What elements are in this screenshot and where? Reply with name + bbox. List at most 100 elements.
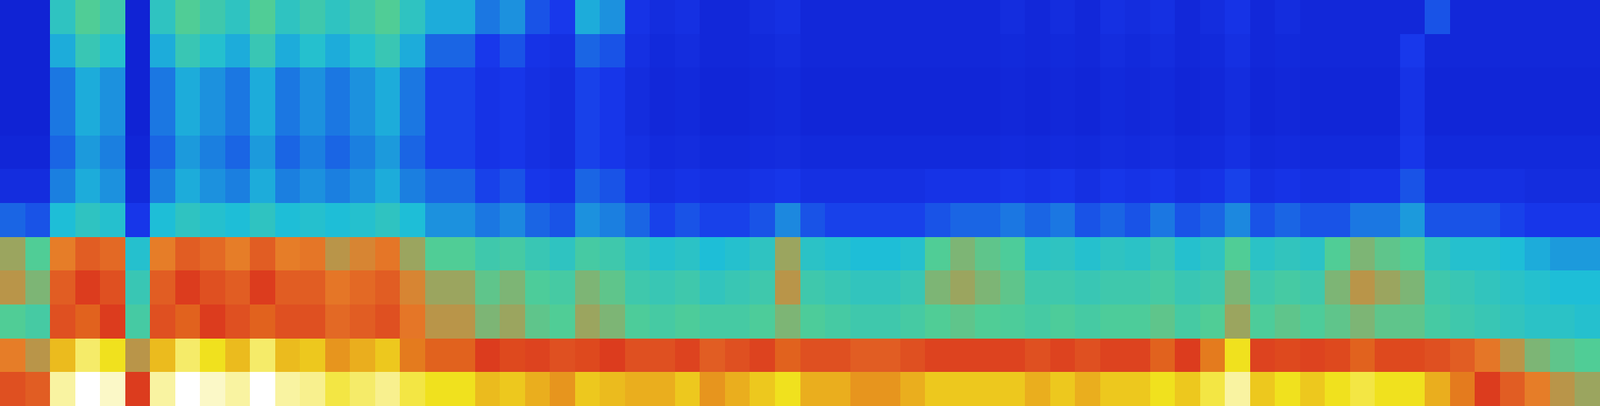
- cell: [1374, 270, 1401, 305]
- cell: [499, 0, 526, 35]
- cell: [75, 270, 101, 305]
- cell: [549, 0, 576, 35]
- cell: [775, 203, 801, 238]
- cell: [1400, 304, 1426, 339]
- cell: [1574, 304, 1600, 339]
- cell: [0, 372, 26, 406]
- cell: [675, 338, 701, 373]
- cell: [225, 34, 251, 69]
- cell: [974, 270, 1001, 305]
- cell: [1500, 270, 1526, 305]
- cell: [1474, 101, 1501, 136]
- cell: [249, 203, 276, 238]
- cell: [49, 135, 76, 170]
- cell: [1350, 203, 1376, 238]
- cell: [1250, 0, 1276, 35]
- cell: [1100, 0, 1126, 35]
- cell: [775, 101, 801, 136]
- cell: [399, 338, 426, 373]
- cell: [299, 372, 326, 406]
- cell: [924, 203, 951, 238]
- cell: [1000, 168, 1026, 204]
- cell: [824, 203, 851, 238]
- cell: [49, 237, 76, 272]
- cell: [25, 237, 51, 272]
- cell: [325, 304, 351, 339]
- cell: [499, 67, 526, 102]
- cell: [1450, 34, 1476, 69]
- cell: [625, 203, 651, 238]
- cell: [1200, 338, 1226, 373]
- cell: [149, 0, 176, 35]
- cell: [225, 135, 251, 170]
- cell: [974, 135, 1001, 170]
- cell: [449, 304, 476, 339]
- cell: [1024, 270, 1051, 305]
- cell: [325, 34, 351, 69]
- cell: [1550, 203, 1576, 238]
- cell: [399, 270, 426, 305]
- cell: [1350, 34, 1376, 69]
- cell: [1224, 0, 1251, 35]
- cell: [1250, 270, 1276, 305]
- cell: [900, 338, 926, 373]
- cell: [649, 270, 676, 305]
- cell: [824, 237, 851, 272]
- cell: [75, 237, 101, 272]
- cell: [575, 0, 601, 35]
- cell: [1424, 270, 1451, 305]
- cell: [475, 338, 501, 373]
- cell: [625, 135, 651, 170]
- cell: [0, 203, 26, 238]
- cell: [1000, 0, 1026, 35]
- cell: [599, 101, 626, 136]
- cell: [675, 270, 701, 305]
- cell: [425, 304, 451, 339]
- cell: [1074, 304, 1101, 339]
- cell: [225, 237, 251, 272]
- cell: [800, 168, 826, 204]
- cell: [199, 34, 226, 69]
- cell: [1100, 372, 1126, 406]
- cell: [1024, 168, 1051, 204]
- cell: [1374, 168, 1401, 204]
- cell: [399, 168, 426, 204]
- cell: [749, 338, 776, 373]
- cell: [1474, 135, 1501, 170]
- cell: [49, 168, 76, 204]
- cell: [1024, 0, 1051, 35]
- cell: [924, 34, 951, 69]
- cell: [625, 34, 651, 69]
- cell: [1424, 0, 1451, 35]
- cell: [99, 168, 126, 204]
- cell: [1450, 67, 1476, 102]
- cell: [125, 101, 151, 136]
- cell: [1374, 67, 1401, 102]
- cell: [399, 372, 426, 406]
- cell: [1100, 101, 1126, 136]
- cell: [75, 304, 101, 339]
- cell: [699, 67, 726, 102]
- cell: [900, 372, 926, 406]
- cell: [549, 304, 576, 339]
- cell: [1424, 304, 1451, 339]
- cell: [950, 203, 976, 238]
- cell: [125, 338, 151, 373]
- cell: [1000, 237, 1026, 272]
- cell: [924, 0, 951, 35]
- cell: [1500, 304, 1526, 339]
- cell: [1474, 270, 1501, 305]
- cell: [575, 168, 601, 204]
- cell: [1250, 101, 1276, 136]
- cell: [1550, 101, 1576, 136]
- cell: [1500, 203, 1526, 238]
- cell: [1350, 135, 1376, 170]
- cell: [924, 372, 951, 406]
- cell: [800, 304, 826, 339]
- cell: [874, 203, 901, 238]
- cell: [275, 237, 301, 272]
- cell: [349, 203, 376, 238]
- cell: [1450, 372, 1476, 406]
- cell: [824, 67, 851, 102]
- cell: [375, 237, 401, 272]
